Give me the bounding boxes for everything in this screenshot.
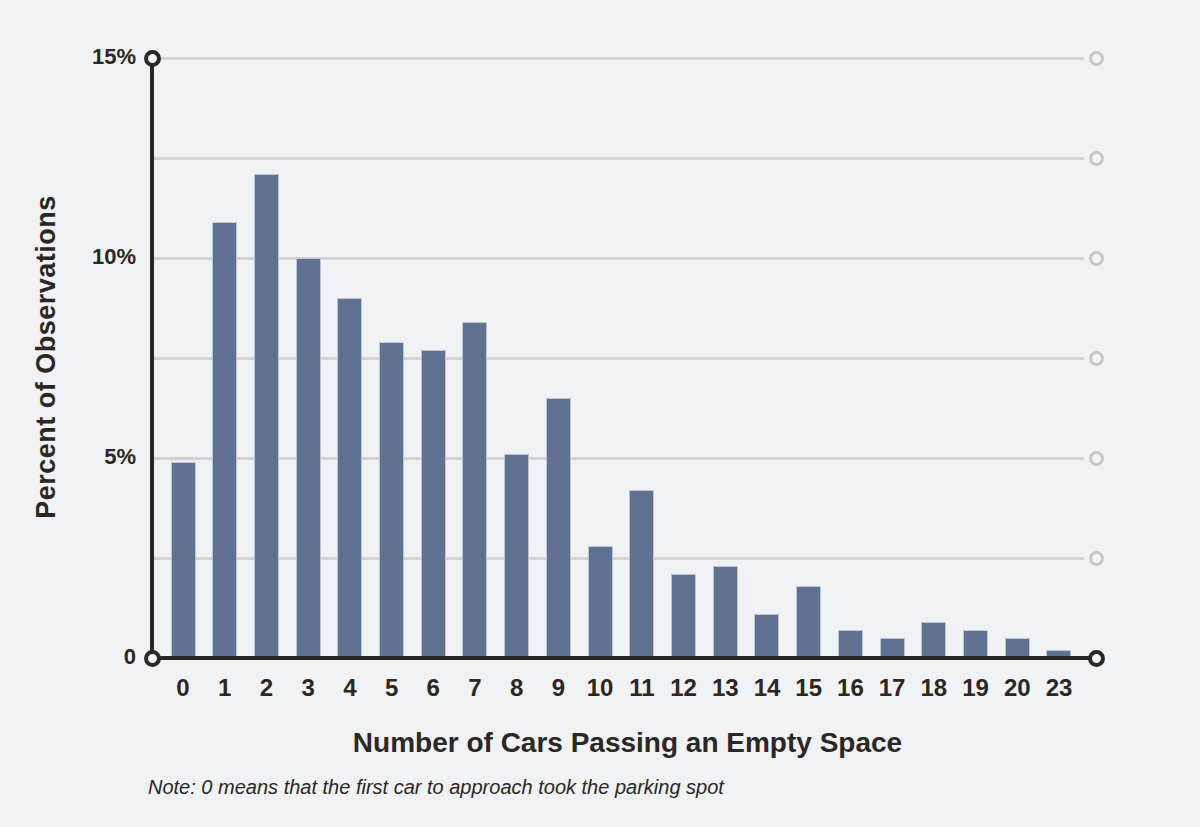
x-axis-line — [150, 656, 1089, 660]
x-axis-end-ring — [1088, 650, 1105, 667]
y-tick-label-5%: 5% — [30, 444, 136, 470]
bar-10 — [588, 546, 613, 658]
bar-11 — [629, 490, 654, 658]
gridline — [154, 57, 1084, 60]
bar-15 — [796, 586, 821, 658]
bar-16 — [838, 630, 863, 658]
bar-3 — [296, 258, 321, 658]
bar-18 — [921, 622, 946, 658]
gridline-end-ring — [1089, 151, 1104, 166]
bar-17 — [880, 638, 905, 658]
gridline — [154, 357, 1084, 360]
bar-12 — [671, 574, 696, 658]
bar-9 — [546, 398, 571, 658]
y-axis-line — [150, 58, 154, 658]
gridline — [154, 457, 1084, 460]
bar-2 — [254, 174, 279, 658]
bar-1 — [212, 222, 237, 658]
gridline — [154, 557, 1084, 560]
gridline-end-ring — [1089, 451, 1104, 466]
bar-chart-figure: Percent of Observations Number of Cars P… — [0, 0, 1200, 827]
y-tick-label-15%: 15% — [30, 44, 136, 70]
y-tick-label-10%: 10% — [30, 244, 136, 270]
bar-4 — [337, 298, 362, 658]
bar-0 — [171, 462, 196, 658]
bar-19 — [963, 630, 988, 658]
y-axis-top-ring — [144, 50, 161, 67]
x-tick-label-23: 23 — [1027, 674, 1091, 702]
gridline-end-ring — [1089, 251, 1104, 266]
bar-6 — [421, 350, 446, 658]
bar-14 — [754, 614, 779, 658]
bar-7 — [462, 322, 487, 658]
bar-8 — [504, 454, 529, 658]
gridline — [154, 157, 1084, 160]
x-axis-title: Number of Cars Passing an Empty Space — [155, 727, 1100, 759]
bar-20 — [1005, 638, 1030, 658]
y-tick-label-0: 0 — [30, 644, 136, 670]
gridline-end-ring — [1089, 351, 1104, 366]
bar-5 — [379, 342, 404, 658]
chart-note: Note: 0 means that the first car to appr… — [148, 776, 724, 799]
gridline-end-ring — [1089, 51, 1104, 66]
gridline — [154, 257, 1084, 260]
bar-13 — [713, 566, 738, 658]
origin-ring — [144, 650, 161, 667]
gridline-end-ring — [1089, 551, 1104, 566]
